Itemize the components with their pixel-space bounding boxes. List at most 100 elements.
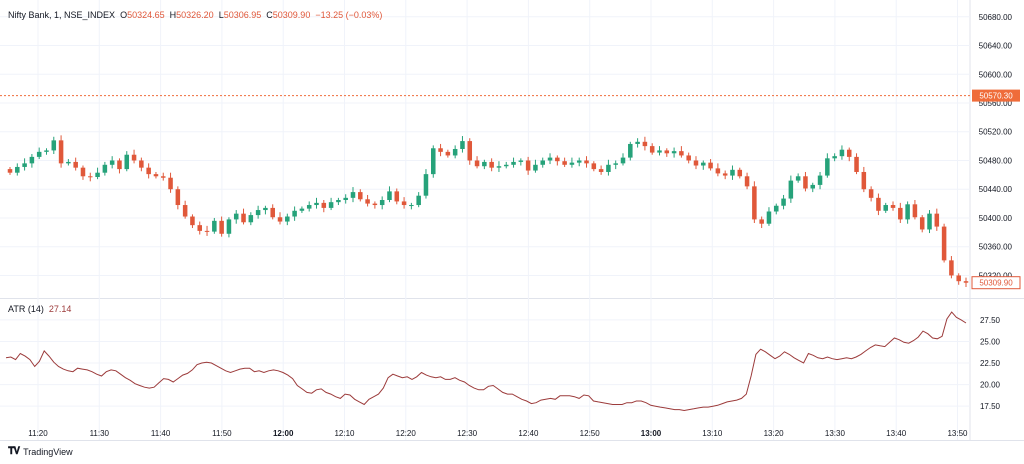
time-tick-label: 11:40 xyxy=(151,429,171,438)
candle-body xyxy=(525,160,531,171)
candle-body xyxy=(956,275,961,282)
candle-body xyxy=(825,158,830,176)
low-label: L xyxy=(218,10,224,20)
price-tick-label: 50400.00 xyxy=(979,214,1013,223)
candle-body xyxy=(263,207,268,211)
candle-body xyxy=(438,148,443,152)
candle-body xyxy=(233,213,239,220)
candle-body xyxy=(963,281,969,283)
candle-body xyxy=(219,220,224,234)
candle-body xyxy=(518,160,524,162)
candle-body xyxy=(270,207,275,218)
candle-body xyxy=(693,160,699,166)
candle-body xyxy=(431,148,436,175)
high-value: 50326.20 xyxy=(176,10,214,20)
candle-body xyxy=(160,176,166,178)
candle-body xyxy=(474,160,480,167)
candle-body xyxy=(124,154,130,170)
atr-value: 27.14 xyxy=(48,304,72,314)
candle-body xyxy=(190,216,195,226)
candle-body xyxy=(635,141,640,144)
candle-body xyxy=(409,205,414,207)
last-price-tag-label: 50309.90 xyxy=(979,279,1013,288)
candle-body xyxy=(168,177,173,190)
candle-body xyxy=(387,191,392,200)
candle-body xyxy=(336,200,341,203)
candle-body xyxy=(343,197,348,200)
candle-body xyxy=(613,163,618,165)
price-tick-label: 50680.00 xyxy=(979,13,1013,22)
candle-body xyxy=(576,160,582,163)
candle-body xyxy=(773,205,779,212)
candle-body xyxy=(905,204,910,220)
candle-body xyxy=(547,157,553,161)
price-tick-label: 50520.00 xyxy=(979,128,1013,137)
candle-body xyxy=(854,156,859,172)
candle-body xyxy=(846,149,852,157)
time-tick-label: 11:30 xyxy=(90,429,110,438)
candle-body xyxy=(569,162,575,165)
candle-body xyxy=(241,213,246,223)
candle-body xyxy=(321,202,327,208)
time-tick-label: 11:20 xyxy=(28,429,48,438)
candle-body xyxy=(503,164,509,167)
candle-body xyxy=(839,149,845,157)
candle-body xyxy=(277,217,283,222)
time-tick-label: 12:00 xyxy=(273,429,294,438)
candle-body xyxy=(540,160,545,165)
time-tick-label: 12:30 xyxy=(457,429,478,438)
candle-body xyxy=(204,230,210,232)
candle-body xyxy=(197,225,203,231)
open-value: 50324.65 xyxy=(127,10,165,20)
candle-body xyxy=(445,151,451,156)
candle-body xyxy=(80,167,86,177)
candle-body xyxy=(358,192,363,200)
candle-body xyxy=(285,216,290,222)
candle-body xyxy=(941,226,947,261)
candle-body xyxy=(649,146,655,153)
candle-body xyxy=(919,217,925,230)
candle-body xyxy=(299,208,305,211)
candle-body xyxy=(912,204,918,218)
price-tick-label: 50440.00 xyxy=(979,185,1013,194)
atr-tick-label: 27.50 xyxy=(980,316,1001,325)
candle-body xyxy=(679,151,684,156)
time-tick-label: 12:40 xyxy=(518,429,539,438)
candle-body xyxy=(306,205,312,209)
candle-body xyxy=(365,199,370,204)
candle-body xyxy=(788,180,794,199)
candle-body xyxy=(36,151,42,157)
candle-body xyxy=(292,210,297,217)
candle-body xyxy=(803,176,808,189)
time-tick-label: 13:30 xyxy=(825,429,846,438)
last-price-tag xyxy=(971,276,1021,290)
candle-body xyxy=(752,186,757,220)
candle-body xyxy=(628,143,633,158)
candle-body xyxy=(102,164,108,173)
symbol-label[interactable]: Nifty Bank, 1, NSE_INDEX xyxy=(8,10,116,20)
candle-body xyxy=(255,210,261,216)
candle-body xyxy=(489,161,494,168)
candle-body xyxy=(95,172,100,178)
tradingview-logo-icon[interactable]: 𝐓𝐕 xyxy=(8,446,20,457)
time-tick-label: 12:20 xyxy=(396,429,417,438)
candle-body xyxy=(664,150,670,154)
candle-body xyxy=(715,168,721,174)
brand-label[interactable]: TradingView xyxy=(23,446,73,457)
candle-body xyxy=(781,198,786,206)
candle-body xyxy=(701,162,706,166)
candle-body xyxy=(394,191,400,202)
candle-body xyxy=(51,140,57,151)
atr-label[interactable]: ATR (14) xyxy=(8,304,44,314)
atr-series-line xyxy=(5,311,967,412)
candle-body xyxy=(890,205,896,208)
atr-tick-label: 25.00 xyxy=(980,337,1001,346)
candle-body xyxy=(766,211,772,224)
candle-body xyxy=(730,169,735,176)
atr-legend: ATR (14) 27.14 xyxy=(8,304,71,314)
candle-body xyxy=(248,215,254,223)
candle-body xyxy=(934,213,940,227)
candle-body xyxy=(737,169,743,177)
price-tick-label: 50480.00 xyxy=(979,156,1013,165)
candle-body xyxy=(686,155,691,161)
